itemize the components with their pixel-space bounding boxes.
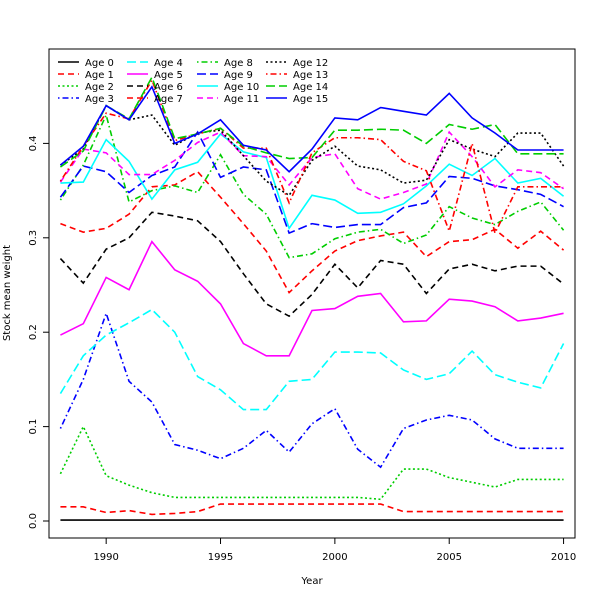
- series-line: [59, 424, 564, 501]
- legend-item: Age 0: [58, 58, 114, 69]
- legend-item: Age 10: [197, 82, 259, 93]
- legend-label: Age 12: [293, 58, 328, 69]
- plot-frame: [48, 48, 576, 539]
- legend-label: Age 2: [85, 82, 114, 93]
- series-line: [59, 211, 565, 318]
- series-layer: [59, 75, 565, 521]
- legend-item: Age 7: [127, 94, 183, 105]
- legend-item: Age 6: [127, 82, 183, 93]
- y-axis-title: Stock mean weight: [2, 245, 13, 341]
- legend-label: Age 15: [293, 94, 328, 105]
- legend-label: Age 6: [154, 82, 183, 93]
- series-line: [59, 310, 564, 469]
- y-tick-label: 0.0: [28, 513, 39, 529]
- legend-item: Age 5: [127, 70, 183, 81]
- series-line: [60, 240, 564, 357]
- legend-item: Age 1: [58, 70, 114, 81]
- legend-item: Age 8: [197, 58, 253, 69]
- legend-item: Age 12: [266, 58, 328, 69]
- x-tick-label: 2005: [436, 552, 461, 563]
- series-line: [59, 130, 565, 200]
- series-line: [60, 170, 565, 294]
- legend-item: Age 14: [266, 82, 328, 93]
- y-tick-label: 0.1: [28, 419, 39, 435]
- y-tick-label: 0.4: [28, 135, 39, 151]
- x-tick-label: 1990: [93, 552, 118, 563]
- x-axis: 1990 1995 2000 2005 2010: [93, 538, 576, 563]
- legend-item: Age 2: [58, 82, 114, 93]
- y-tick-label: 0.2: [28, 324, 39, 340]
- legend-item: Age 4: [127, 58, 183, 69]
- x-tick-label: 2000: [322, 552, 347, 563]
- legend-label: Age 13: [293, 70, 328, 81]
- legend-item: Age 3: [58, 94, 114, 105]
- legend-label: Age 14: [293, 82, 328, 93]
- legend-label: Age 3: [85, 94, 114, 105]
- series-line: [59, 112, 565, 259]
- x-tick-label: 1995: [208, 552, 233, 563]
- legend-label: Age 7: [154, 94, 183, 105]
- y-axis: 0.0 0.1 0.2 0.3 0.4: [28, 135, 49, 529]
- legend-label: Age 9: [224, 70, 253, 81]
- series-line: [59, 308, 565, 411]
- series-line: [59, 78, 564, 236]
- series-line: [59, 85, 564, 173]
- legend-label: Age 4: [154, 58, 183, 69]
- legend-item: Age 11: [197, 94, 259, 105]
- legend-label: Age 5: [154, 70, 183, 81]
- series-line: [59, 130, 564, 235]
- legend-item: Age 15: [266, 94, 328, 105]
- legend-label: Age 11: [224, 94, 259, 105]
- series-line: [60, 132, 565, 231]
- legend-item: Age 9: [197, 70, 253, 81]
- legend-label: Age 0: [85, 58, 114, 69]
- series-line: [59, 104, 565, 197]
- series-line: [59, 75, 564, 168]
- legend-label: Age 8: [224, 58, 253, 69]
- series-line: [60, 503, 564, 516]
- legend-item: Age 13: [266, 70, 328, 81]
- legend-label: Age 1: [85, 70, 114, 81]
- y-tick-label: 0.3: [28, 230, 39, 246]
- x-tick-label: 2010: [551, 552, 576, 563]
- legend-label: Age 10: [224, 82, 259, 93]
- x-axis-title: Year: [300, 576, 323, 587]
